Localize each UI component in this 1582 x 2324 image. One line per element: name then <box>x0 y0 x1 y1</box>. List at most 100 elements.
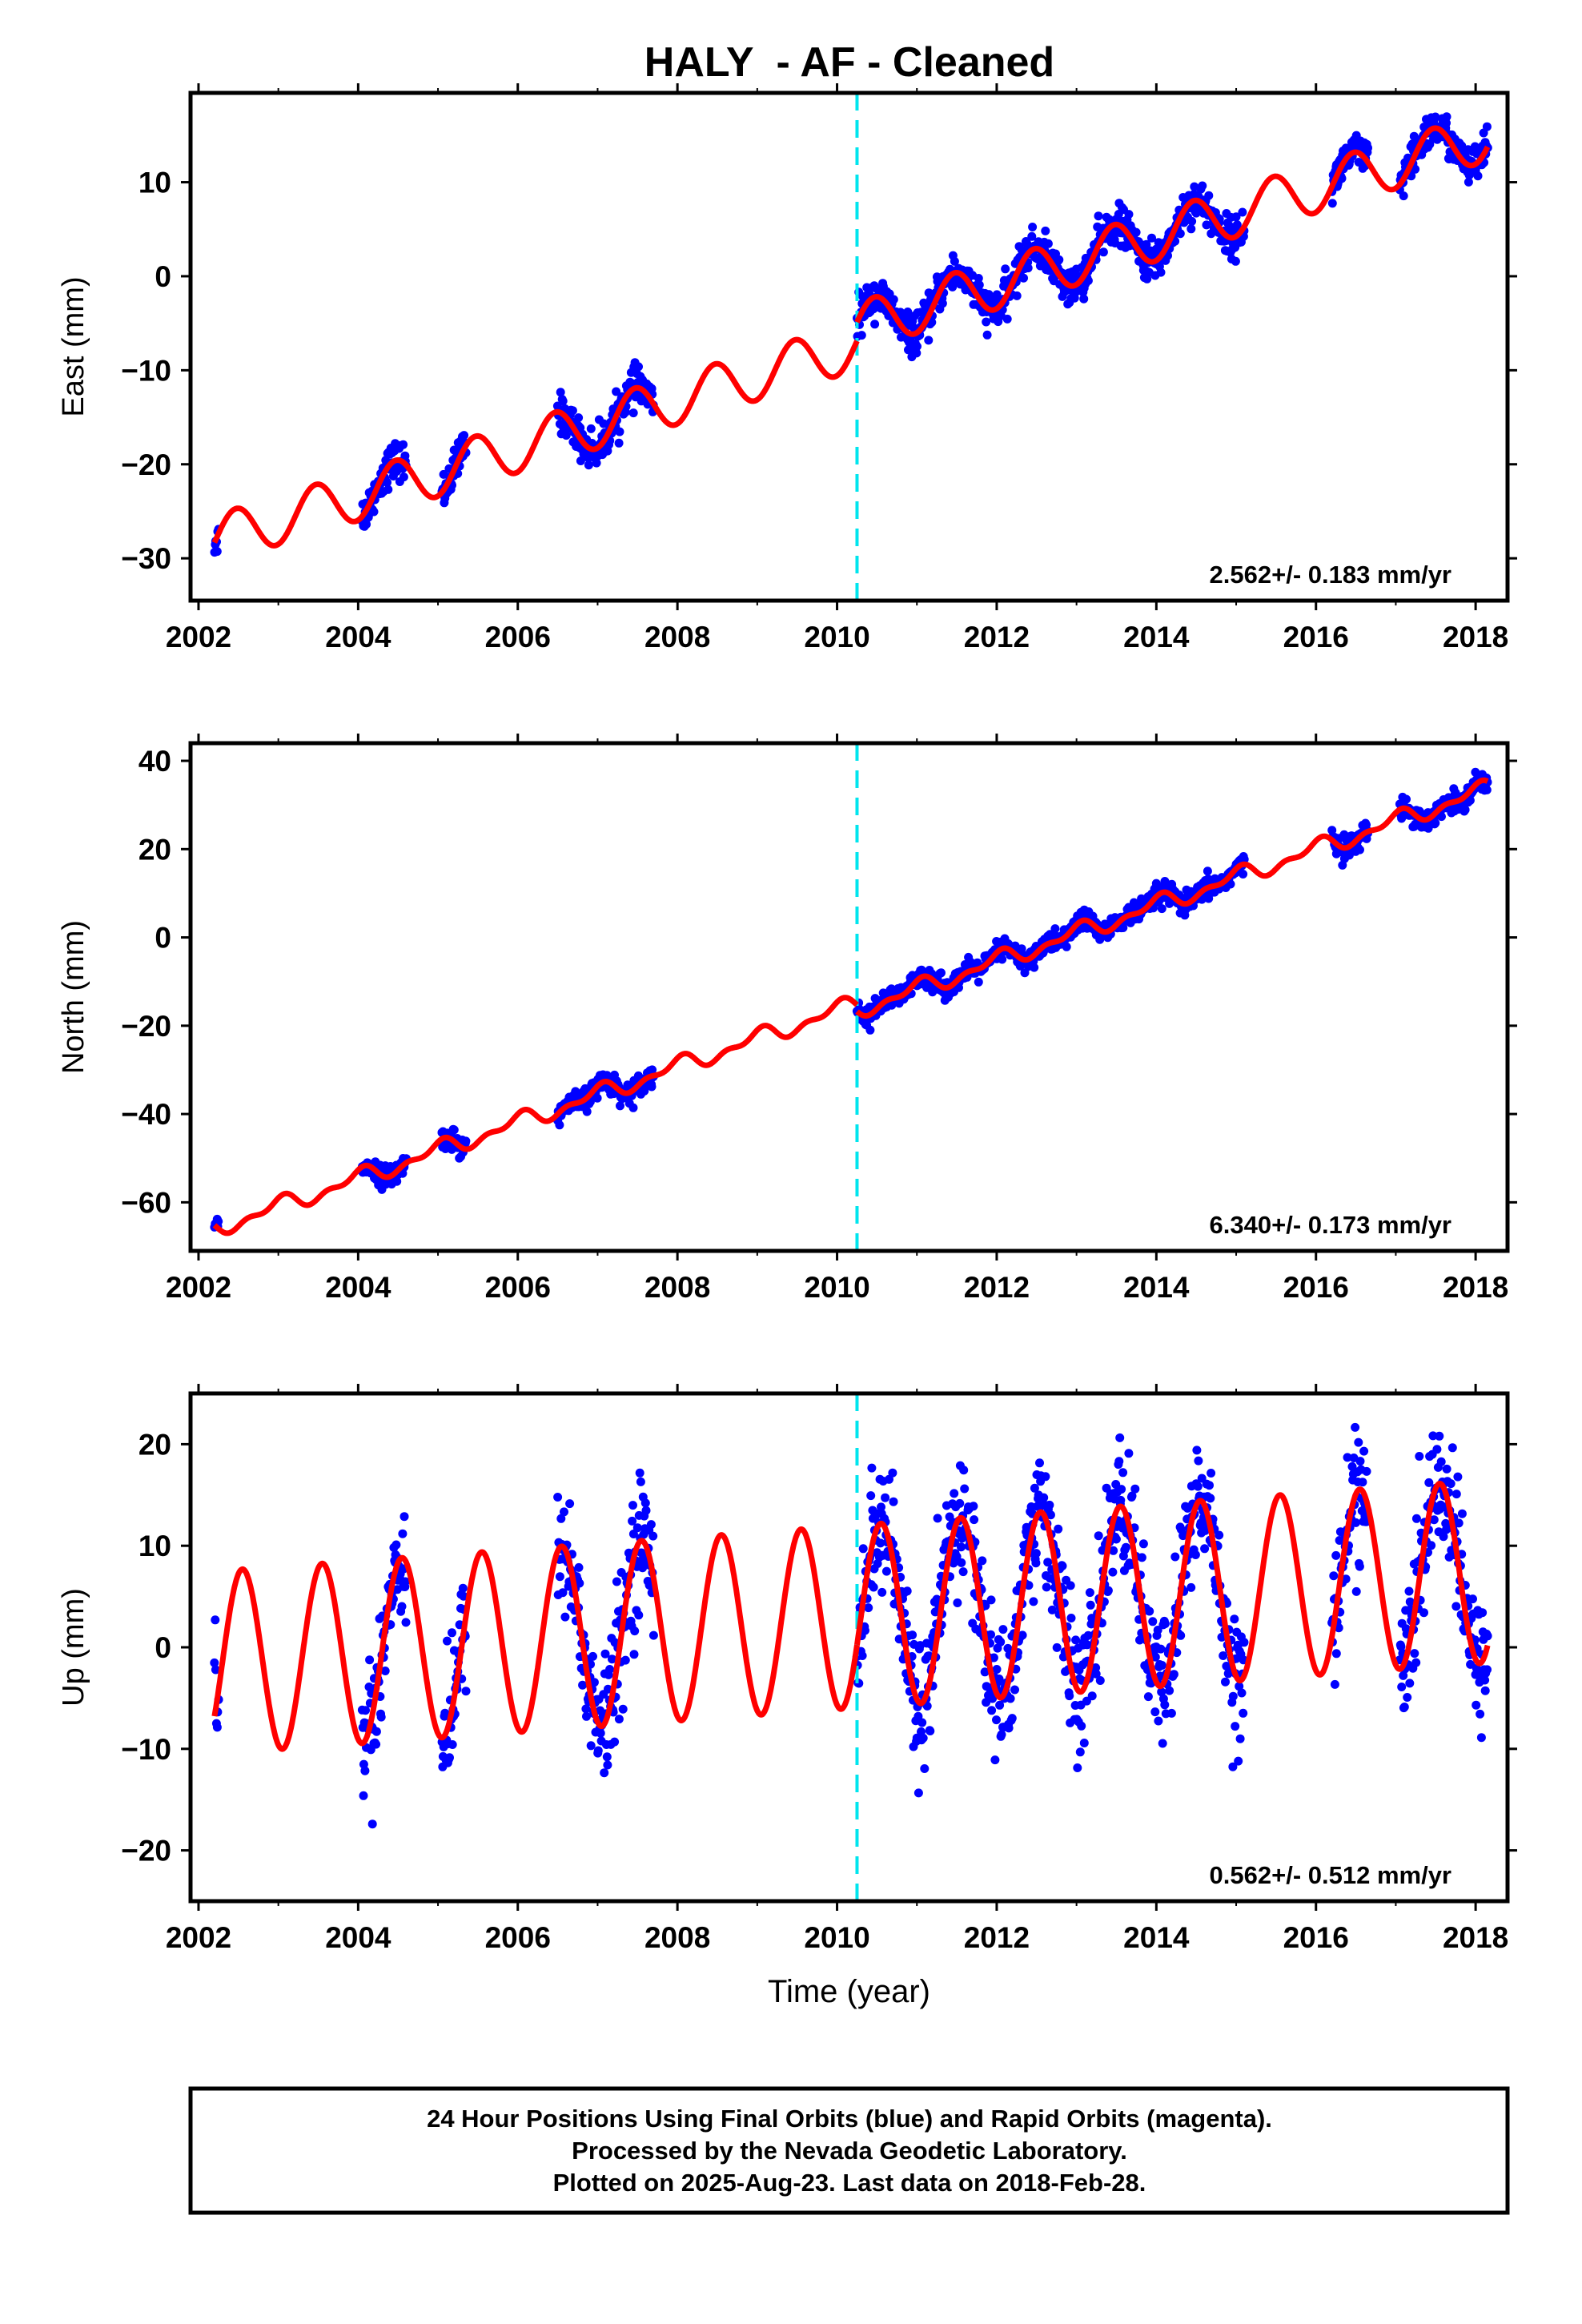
data-point <box>1114 1457 1124 1466</box>
data-point <box>1029 1597 1038 1606</box>
data-point <box>1436 1457 1446 1466</box>
data-point <box>912 348 921 358</box>
data-point <box>1073 1763 1082 1772</box>
data-point <box>630 1626 640 1636</box>
data-point <box>974 280 984 290</box>
data-point <box>1039 1493 1049 1502</box>
data-point <box>1331 1550 1341 1560</box>
data-point <box>1169 1670 1178 1679</box>
data-point <box>449 1125 459 1135</box>
data-point <box>648 1531 658 1541</box>
data-point <box>560 1612 570 1622</box>
data-point <box>1354 1437 1363 1447</box>
data-point <box>612 387 621 396</box>
data-point <box>401 1618 411 1627</box>
data-point <box>1396 1642 1406 1651</box>
data-point <box>994 1675 1004 1683</box>
y-axis-label: East (mm) <box>57 276 90 416</box>
data-point <box>1017 944 1026 954</box>
data-point <box>1415 1452 1424 1461</box>
x-tick-label: 2008 <box>644 1271 710 1304</box>
data-point <box>867 1463 877 1473</box>
data-point <box>1006 1694 1015 1703</box>
data-point <box>1231 1722 1240 1731</box>
data-point <box>1465 796 1475 805</box>
data-point <box>1198 181 1207 191</box>
data-point <box>865 1025 875 1035</box>
data-point <box>1447 1443 1457 1453</box>
data-point <box>618 1704 628 1714</box>
data-point <box>1158 1739 1167 1748</box>
data-point <box>957 1558 966 1567</box>
x-tick-label: 2016 <box>1283 1271 1349 1304</box>
data-point <box>1062 942 1071 951</box>
data-point <box>641 1506 651 1515</box>
x-tick-label: 2018 <box>1443 1921 1508 1954</box>
data-point <box>1075 1747 1085 1757</box>
data-point <box>555 1572 564 1582</box>
y-tick-label: 0 <box>155 922 171 955</box>
data-point <box>1083 276 1093 285</box>
data-point <box>448 1628 456 1638</box>
data-point <box>399 440 408 449</box>
data-point <box>992 1665 1002 1674</box>
data-point <box>558 1588 568 1598</box>
data-point <box>866 1491 876 1501</box>
data-point <box>974 977 983 987</box>
data-point <box>1130 1484 1140 1494</box>
data-point <box>1427 1541 1436 1550</box>
data-point <box>1483 1665 1492 1675</box>
data-point <box>1331 1649 1341 1659</box>
data-point <box>1403 1693 1412 1702</box>
data-point <box>636 1477 645 1486</box>
data-point <box>1341 1574 1351 1584</box>
data-point <box>376 1712 386 1722</box>
data-point <box>1230 1614 1239 1624</box>
data-point <box>1160 1700 1170 1710</box>
x-tick-label: 2006 <box>485 1271 551 1304</box>
data-point <box>980 1667 990 1677</box>
up-panel: 2002 2004 2006 2008 2010 2012 2014 2016 2018−20−… <box>57 1384 1517 2009</box>
data-point <box>602 1752 612 1762</box>
model-line <box>211 336 860 549</box>
data-point <box>560 1507 568 1517</box>
data-point <box>889 295 898 304</box>
data-point <box>1041 1472 1050 1482</box>
data-point <box>448 1740 457 1749</box>
data-point <box>1399 1671 1408 1680</box>
chart-title: HALY - AF - Cleaned <box>644 39 1054 86</box>
data-point <box>1355 1562 1364 1571</box>
data-point <box>1221 1677 1230 1687</box>
x-tick-label: 2014 <box>1123 621 1190 653</box>
data-point <box>1091 1669 1101 1679</box>
model-line <box>212 995 860 1236</box>
data-point <box>861 1626 869 1635</box>
data-point <box>1186 224 1196 234</box>
data-point <box>986 1595 996 1605</box>
data-point <box>1137 1553 1146 1562</box>
data-point <box>1454 1518 1464 1528</box>
north-panel: 2002 2004 2006 2008 2010 2012 2014 2016 2018 −60 −… <box>57 734 1517 1304</box>
data-point <box>1200 1544 1210 1554</box>
data-point <box>1468 1594 1477 1604</box>
data-point <box>982 330 992 340</box>
data-point <box>1205 1481 1214 1490</box>
data-point <box>1476 1709 1485 1719</box>
data-point <box>864 1603 873 1613</box>
data-point <box>1435 1431 1444 1441</box>
data-point <box>1329 1571 1339 1581</box>
data-point <box>365 1655 375 1665</box>
x-tick-label: 2006 <box>485 1921 551 1954</box>
data-point <box>648 1065 657 1075</box>
data-point <box>1442 112 1452 122</box>
data-point <box>996 1637 1006 1647</box>
data-point <box>1187 216 1197 226</box>
data-point <box>881 1493 890 1502</box>
data-point <box>857 331 866 340</box>
data-point <box>1442 119 1451 128</box>
data-point <box>1157 1687 1166 1697</box>
y-tick-label: 0 <box>155 260 171 293</box>
data-point <box>1237 1688 1247 1698</box>
data-point <box>614 1715 624 1724</box>
data-point <box>1027 231 1037 241</box>
